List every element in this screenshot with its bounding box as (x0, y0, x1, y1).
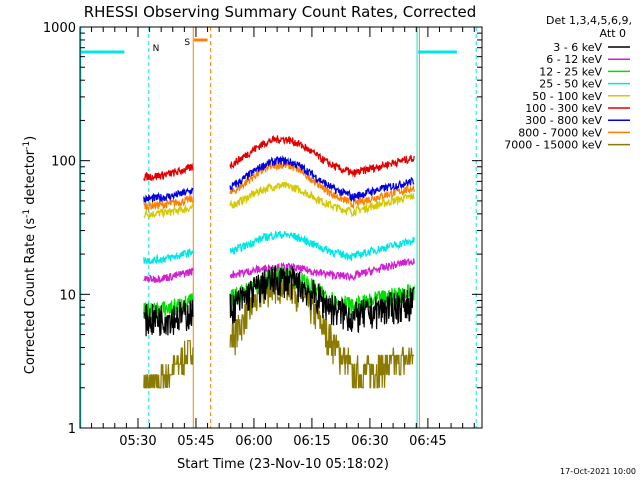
y-label-end: ) (23, 136, 38, 141)
y-tick-label-3: 100 (51, 155, 76, 170)
x-tick-label-1: 05:30 (119, 434, 156, 449)
y-axis-label-text: Corrected Count Rate (s-1 detector-1) (22, 136, 38, 374)
legend-label-9: 7000 - 15000 keV (504, 139, 602, 152)
x-tick-label-4: 06:15 (293, 434, 330, 449)
legend-label-8: 800 - 7000 keV (518, 126, 602, 139)
y-label-sup2: -1 (22, 141, 32, 150)
y-tick-label-1: 1 (68, 422, 76, 437)
series-line-7 (143, 154, 415, 204)
legend-label-2: 6 - 12 keV (546, 53, 602, 66)
y-tick-label-4: 1000 (43, 21, 76, 36)
timestamp: 17-Oct-2021 10:00 (560, 467, 636, 476)
series-line-6 (143, 135, 415, 182)
legend-label-6: 100 - 300 keV (525, 102, 602, 115)
legend-label-5: 50 - 100 keV (532, 90, 602, 103)
saa-label: S (184, 38, 190, 48)
series-line-5 (143, 181, 415, 220)
y-axis-label: Corrected Count Rate (s-1 detector-1) (22, 136, 38, 374)
y-label-mid: detector (23, 149, 38, 209)
series-line-1 (143, 265, 415, 337)
x-tick-label-6: 06:45 (409, 434, 446, 449)
legend-label-4: 25 - 50 keV (539, 78, 602, 91)
y-label-main: Corrected Count Rate (s (23, 218, 38, 375)
legend-label-3: 12 - 25 keV (539, 65, 602, 78)
series-line-9 (143, 270, 415, 389)
y-tick-label-2: 10 (59, 288, 76, 303)
legend-header-line2: Att 0 (600, 27, 626, 40)
chart-title: RHESSI Observing Summary Count Rates, Co… (84, 3, 477, 21)
plot-frame (79, 26, 483, 429)
series-line-4 (143, 230, 415, 265)
plot-area: N S 1 10 100 1000 05:30 05:45 06:00 06:15 06:30 06:… (43, 21, 483, 449)
night-label: N (153, 44, 160, 54)
legend-label-7: 300 - 800 keV (525, 114, 602, 127)
x-tick-label-2: 05:45 (177, 434, 214, 449)
y-label-sup1: -1 (22, 209, 32, 218)
x-tick-label-5: 06:30 (351, 434, 388, 449)
x-axis-label: Start Time (23-Nov-10 05:18:02) (177, 457, 389, 472)
legend-header-line1: Det 1,3,4,5,6,9, (546, 14, 632, 27)
x-tick-label-3: 06:00 (235, 434, 272, 449)
series-line-2 (143, 258, 415, 284)
legend-label-1: 3 - 6 keV (553, 41, 602, 54)
